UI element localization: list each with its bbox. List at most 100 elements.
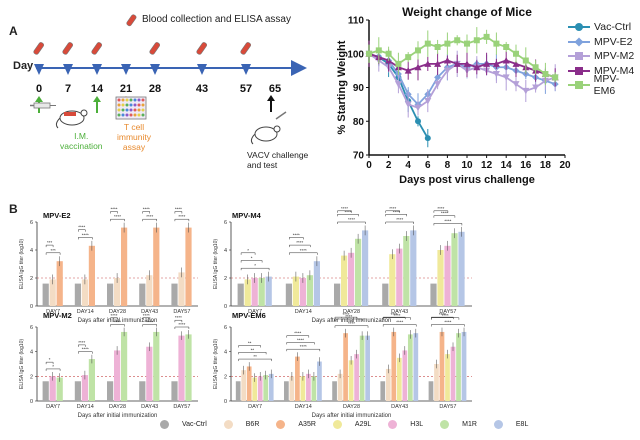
weight-legend-item: MPV-M4: [568, 64, 640, 79]
weight-x-tick-label: 16: [520, 160, 532, 171]
bar: [81, 279, 88, 306]
significance-label: ****: [143, 313, 150, 318]
bar-y-label: ELISA IgG titer (log10): [19, 239, 25, 289]
significance-bracket: [45, 252, 61, 255]
weight-point: [414, 63, 422, 71]
weight-point: [473, 37, 480, 44]
bar: [380, 381, 386, 401]
weight-legend-label: MPV-M4: [594, 64, 635, 77]
plate-well: [125, 113, 129, 117]
weight-x-tick-label: 18: [540, 160, 552, 171]
significance-label: ****: [293, 232, 300, 237]
significance-label: ****: [114, 214, 121, 219]
legend-swatch: [568, 66, 590, 76]
bar: [171, 381, 178, 401]
bar: [444, 245, 451, 306]
bar-category-label: DAY57: [439, 404, 456, 410]
bar: [252, 377, 258, 401]
significance-label: ****: [178, 214, 185, 219]
significance-bracket: [240, 252, 256, 255]
bar-category-label: DAY28: [109, 309, 126, 315]
weight-point: [424, 135, 431, 142]
bar: [284, 381, 289, 401]
bar-x-label: Days after initial immunization: [78, 318, 158, 324]
bar-legend-item: A29L: [332, 420, 371, 429]
plate-well: [129, 108, 133, 112]
bar: [107, 283, 114, 306]
bar-legend-label: B6R: [245, 421, 260, 428]
plate-well: [137, 103, 141, 107]
significance-bracket: [286, 335, 310, 338]
significance-bracket: [238, 345, 261, 348]
significance-label: ****: [442, 313, 449, 318]
timeline-day: 43: [196, 83, 208, 95]
weight-chart: Weight change of Mice 0 2 4 6 8 10 12 14 16 18 20 70…: [336, 5, 571, 186]
bar: [49, 279, 56, 306]
plate-well: [133, 108, 137, 112]
timeline-day: 57: [240, 83, 252, 95]
plate-well: [133, 113, 137, 117]
weight-point: [404, 101, 412, 108]
weight-legend-item: MPV-EM6: [568, 73, 640, 97]
significance-bracket: [240, 267, 270, 271]
bar-y-tick-label: 2: [224, 374, 227, 380]
bar: [241, 370, 247, 401]
syringe-icon: [30, 102, 56, 109]
plate-well: [129, 103, 133, 107]
significance-label: ****: [110, 207, 117, 212]
bar-category-label: DAY7: [46, 309, 60, 315]
significance-bracket: [337, 221, 366, 224]
bar: [257, 376, 263, 401]
timeline-day: 28: [149, 83, 161, 95]
mouse-icon: [55, 109, 88, 129]
plate-well: [137, 98, 141, 102]
significance-label: ****: [110, 313, 117, 318]
bar-category-label: DAY43: [391, 309, 408, 315]
weight-legend-label: MPV-E2: [594, 35, 633, 48]
bar: [355, 238, 362, 306]
significance-bracket: [110, 324, 125, 327]
timeline-day: 0: [36, 83, 42, 95]
significance-label: ****: [175, 315, 182, 320]
weight-x-label: Days post virus challenge: [399, 174, 535, 186]
bar: [334, 283, 341, 306]
significance-bracket: [382, 324, 417, 327]
bar-category-label: DAY57: [173, 309, 190, 315]
significance-bracket: [110, 211, 118, 214]
weight-point: [366, 50, 372, 57]
plate-well: [117, 103, 121, 107]
weight-point: [503, 44, 510, 50]
bar: [389, 254, 396, 306]
plate-well: [141, 113, 145, 117]
bar: [317, 361, 322, 401]
significance-label: ****: [348, 217, 355, 222]
bar: [311, 376, 317, 401]
bar-chart-title: MPV-E2: [43, 211, 71, 220]
weight-point: [492, 60, 500, 67]
bar: [258, 278, 265, 306]
blood-tube-icon: [62, 42, 74, 55]
weight-point: [532, 64, 539, 71]
significance-bracket: [78, 229, 86, 232]
weight-point: [434, 44, 441, 50]
significance-bracket: [337, 210, 352, 213]
elisa-em6-chart: MPV-EM6 0 2 4 6 ELISA IgG titer (log10) Days a…: [213, 311, 472, 419]
weight-legend-item: MPV-M2: [568, 49, 640, 64]
weight-point: [512, 81, 520, 88]
weight-point: [502, 74, 510, 81]
weight-point: [443, 67, 451, 75]
bar-y-tick-label: 2: [224, 276, 227, 282]
weight-point: [415, 118, 421, 125]
weight-point: [483, 33, 490, 40]
bar: [430, 283, 437, 306]
legend-swatch: [388, 420, 398, 429]
weight-title: Weight change of Mice: [402, 5, 532, 19]
bar-legend-label: A35R: [298, 421, 316, 428]
weight-y-tick-label: 100: [347, 49, 364, 60]
weight-point: [424, 40, 431, 47]
legend-swatch: [223, 420, 233, 429]
bar: [178, 335, 185, 401]
weight-point: [464, 40, 470, 47]
bar-category-label: DAY7: [248, 309, 262, 315]
